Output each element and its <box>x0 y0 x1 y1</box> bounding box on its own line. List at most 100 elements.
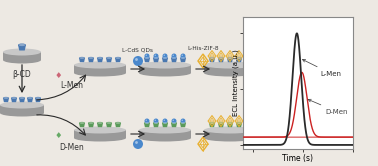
Polygon shape <box>245 58 251 62</box>
Ellipse shape <box>88 57 93 59</box>
Polygon shape <box>204 65 256 73</box>
Polygon shape <box>88 123 94 127</box>
Ellipse shape <box>28 97 33 99</box>
Ellipse shape <box>237 122 242 124</box>
Circle shape <box>172 119 177 124</box>
Ellipse shape <box>209 57 214 59</box>
Ellipse shape <box>162 57 168 59</box>
Polygon shape <box>74 65 126 73</box>
Ellipse shape <box>18 43 26 46</box>
Ellipse shape <box>106 57 112 59</box>
Polygon shape <box>79 58 85 62</box>
Polygon shape <box>209 123 215 127</box>
Ellipse shape <box>139 126 191 133</box>
Ellipse shape <box>115 122 121 124</box>
Ellipse shape <box>0 110 44 117</box>
Circle shape <box>146 55 147 56</box>
Polygon shape <box>218 123 224 127</box>
Polygon shape <box>236 123 242 127</box>
Circle shape <box>181 55 183 56</box>
Polygon shape <box>0 105 44 113</box>
Ellipse shape <box>116 122 121 124</box>
Circle shape <box>172 55 174 56</box>
Ellipse shape <box>12 97 17 99</box>
Polygon shape <box>204 130 256 138</box>
Circle shape <box>172 53 177 58</box>
Circle shape <box>181 119 186 124</box>
Ellipse shape <box>204 70 256 77</box>
Ellipse shape <box>209 122 214 124</box>
Circle shape <box>135 58 138 61</box>
Ellipse shape <box>227 122 233 124</box>
Ellipse shape <box>227 57 233 59</box>
Ellipse shape <box>88 122 94 124</box>
Ellipse shape <box>163 122 167 124</box>
Ellipse shape <box>27 97 33 99</box>
Ellipse shape <box>181 122 186 124</box>
Circle shape <box>181 120 183 121</box>
Ellipse shape <box>3 97 9 99</box>
Circle shape <box>163 119 167 124</box>
Circle shape <box>153 119 158 124</box>
Ellipse shape <box>139 61 191 69</box>
Text: ♦: ♦ <box>54 72 62 81</box>
Circle shape <box>144 119 150 124</box>
Ellipse shape <box>35 97 41 99</box>
Ellipse shape <box>88 57 94 59</box>
Ellipse shape <box>171 57 177 59</box>
Polygon shape <box>106 123 112 127</box>
Polygon shape <box>245 123 251 127</box>
Circle shape <box>172 120 174 121</box>
Polygon shape <box>162 123 168 127</box>
Polygon shape <box>3 52 41 60</box>
Ellipse shape <box>172 122 177 124</box>
Ellipse shape <box>172 57 177 59</box>
Ellipse shape <box>228 122 232 124</box>
Ellipse shape <box>79 57 84 59</box>
Ellipse shape <box>153 57 158 59</box>
Polygon shape <box>144 58 150 62</box>
Polygon shape <box>227 58 233 62</box>
Polygon shape <box>97 123 103 127</box>
Ellipse shape <box>74 70 126 77</box>
Ellipse shape <box>236 122 242 124</box>
Polygon shape <box>27 98 33 102</box>
Polygon shape <box>153 58 159 62</box>
X-axis label: Time (s): Time (s) <box>282 154 313 163</box>
Ellipse shape <box>107 122 112 124</box>
Ellipse shape <box>236 57 242 59</box>
Ellipse shape <box>11 97 17 99</box>
Circle shape <box>155 120 156 121</box>
Ellipse shape <box>246 57 251 59</box>
Ellipse shape <box>79 122 84 124</box>
Polygon shape <box>144 123 150 127</box>
Polygon shape <box>153 123 159 127</box>
Ellipse shape <box>218 57 223 59</box>
Circle shape <box>144 53 150 58</box>
Ellipse shape <box>98 122 102 124</box>
Ellipse shape <box>245 122 251 124</box>
Polygon shape <box>139 65 191 73</box>
Ellipse shape <box>115 57 121 59</box>
Circle shape <box>133 139 143 149</box>
Y-axis label: ECL Intensity (a.u.): ECL Intensity (a.u.) <box>232 50 239 116</box>
Polygon shape <box>171 123 177 127</box>
Circle shape <box>146 120 147 121</box>
Ellipse shape <box>20 97 25 99</box>
Polygon shape <box>209 58 215 62</box>
Polygon shape <box>88 58 94 62</box>
Ellipse shape <box>144 57 150 59</box>
Ellipse shape <box>171 122 177 124</box>
Circle shape <box>153 53 158 58</box>
Text: D-Men: D-Men <box>308 99 348 115</box>
Ellipse shape <box>98 57 102 59</box>
Ellipse shape <box>74 134 126 141</box>
Polygon shape <box>106 58 112 62</box>
Text: L-Men: L-Men <box>302 59 342 77</box>
Ellipse shape <box>228 57 232 59</box>
Text: β-CD: β-CD <box>12 70 31 79</box>
Polygon shape <box>218 58 224 62</box>
Text: L-Men: L-Men <box>60 81 84 89</box>
Text: D-Men: D-Men <box>60 143 84 153</box>
Ellipse shape <box>181 57 186 59</box>
